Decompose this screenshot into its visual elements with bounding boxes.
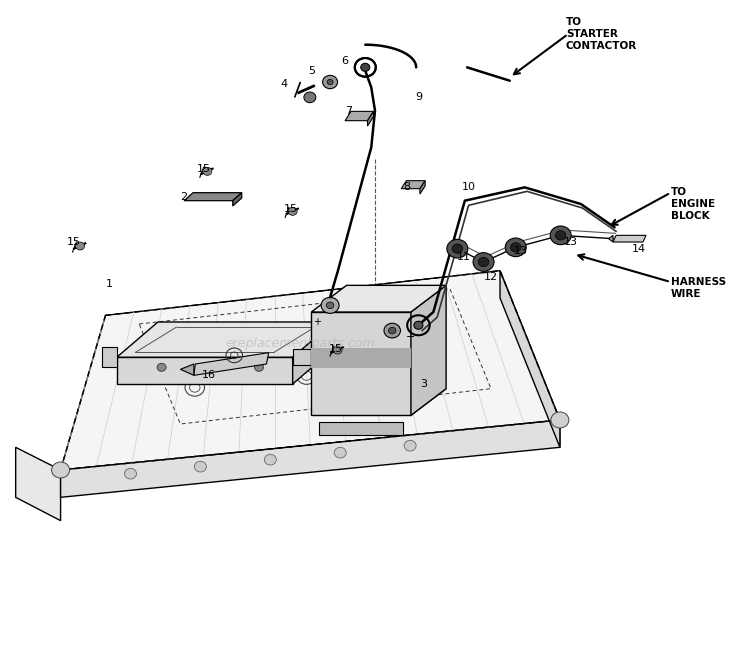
Polygon shape xyxy=(117,357,292,384)
Circle shape xyxy=(447,239,468,258)
Text: −: − xyxy=(406,332,416,342)
Circle shape xyxy=(304,92,316,103)
Text: 7: 7 xyxy=(345,106,352,116)
Text: 15: 15 xyxy=(67,237,81,247)
Text: 12: 12 xyxy=(484,273,498,283)
Polygon shape xyxy=(420,180,425,194)
Circle shape xyxy=(334,448,346,458)
Text: 11: 11 xyxy=(456,253,470,263)
Circle shape xyxy=(511,242,521,252)
Text: +: + xyxy=(313,317,320,327)
Polygon shape xyxy=(117,322,334,357)
Text: ereplacementparts.com: ereplacementparts.com xyxy=(226,337,375,351)
Circle shape xyxy=(254,363,263,371)
Text: 15: 15 xyxy=(197,164,211,174)
Circle shape xyxy=(194,462,206,472)
Circle shape xyxy=(288,207,297,215)
Circle shape xyxy=(506,238,526,257)
Circle shape xyxy=(414,321,423,329)
Polygon shape xyxy=(292,322,334,384)
Circle shape xyxy=(452,244,463,253)
Circle shape xyxy=(52,462,70,478)
Text: TO
STARTER
CONTACTOR: TO STARTER CONTACTOR xyxy=(566,17,638,51)
Circle shape xyxy=(551,412,569,428)
Text: 3: 3 xyxy=(420,379,428,389)
Circle shape xyxy=(333,346,342,354)
Polygon shape xyxy=(613,235,646,242)
Text: 4: 4 xyxy=(280,79,287,89)
Circle shape xyxy=(384,323,400,338)
Polygon shape xyxy=(232,192,242,206)
Circle shape xyxy=(550,226,572,244)
Text: 6: 6 xyxy=(341,55,349,65)
Polygon shape xyxy=(180,364,194,375)
Circle shape xyxy=(158,363,166,371)
Polygon shape xyxy=(411,285,446,415)
Text: 15: 15 xyxy=(284,204,298,214)
Polygon shape xyxy=(292,349,338,365)
Circle shape xyxy=(321,297,339,313)
Circle shape xyxy=(326,302,334,309)
Circle shape xyxy=(202,168,211,175)
Polygon shape xyxy=(61,271,560,470)
Circle shape xyxy=(124,468,136,479)
Circle shape xyxy=(322,75,338,89)
Circle shape xyxy=(327,79,333,85)
Circle shape xyxy=(478,257,489,267)
Circle shape xyxy=(388,327,396,334)
Polygon shape xyxy=(16,448,61,520)
Circle shape xyxy=(404,440,416,451)
Circle shape xyxy=(473,253,494,271)
Text: 10: 10 xyxy=(461,182,476,192)
Polygon shape xyxy=(319,422,404,436)
Circle shape xyxy=(361,63,370,71)
Text: 15: 15 xyxy=(329,343,343,353)
Circle shape xyxy=(556,230,566,240)
Text: 1: 1 xyxy=(106,279,112,289)
Polygon shape xyxy=(311,285,446,312)
Polygon shape xyxy=(184,192,242,200)
Text: TO
ENGINE
BLOCK: TO ENGINE BLOCK xyxy=(670,187,715,220)
Text: 13: 13 xyxy=(564,237,578,247)
Text: 2: 2 xyxy=(181,192,188,202)
Circle shape xyxy=(264,454,276,465)
Polygon shape xyxy=(311,349,411,369)
Text: 14: 14 xyxy=(632,244,646,254)
Text: 8: 8 xyxy=(403,182,410,192)
Text: 9: 9 xyxy=(415,92,422,102)
Polygon shape xyxy=(102,347,117,367)
Circle shape xyxy=(76,242,85,250)
Polygon shape xyxy=(311,389,446,415)
Polygon shape xyxy=(401,180,425,188)
Text: HARNESS
WIRE: HARNESS WIRE xyxy=(670,277,726,299)
Polygon shape xyxy=(608,235,613,242)
Polygon shape xyxy=(311,312,411,415)
Polygon shape xyxy=(194,353,268,375)
Text: 13: 13 xyxy=(514,246,528,256)
Polygon shape xyxy=(500,271,560,448)
Text: 5: 5 xyxy=(308,65,315,75)
Polygon shape xyxy=(368,112,374,126)
Polygon shape xyxy=(61,420,560,497)
Polygon shape xyxy=(345,112,374,121)
Text: 16: 16 xyxy=(202,370,216,380)
